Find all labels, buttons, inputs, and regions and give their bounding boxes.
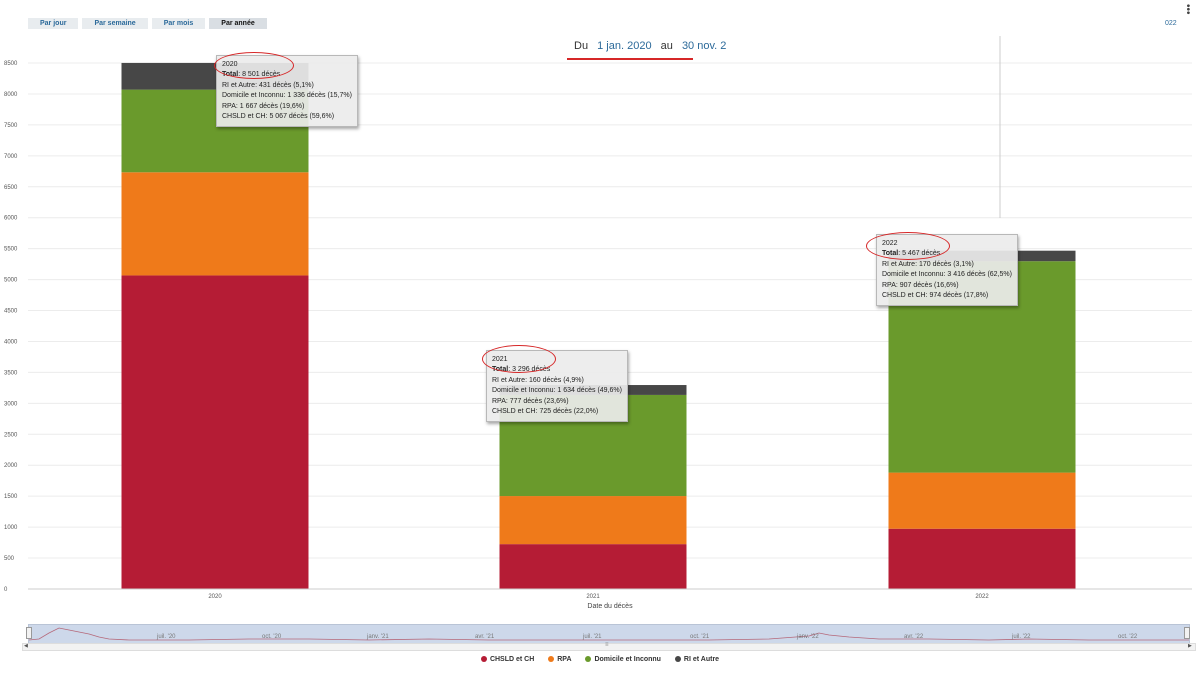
y-tick-label: 5500: [4, 247, 18, 253]
tooltip-line: Domicile et Inconnu: 1 336 décès (15,7%): [222, 92, 352, 100]
legend-dot-icon: [585, 656, 592, 663]
y-tick-label: 3500: [4, 370, 18, 376]
navigator-label: janv. '21: [367, 634, 389, 640]
bar-segment[interactable]: [888, 472, 1076, 529]
tooltip-line: RI et Autre: 431 décès (5,1%): [222, 81, 314, 89]
legend-label: RI et Autre: [683, 656, 720, 663]
navigator-series: [29, 627, 1189, 641]
red-underline-annotation: [567, 58, 693, 60]
navigator-left-handle[interactable]: [26, 627, 32, 639]
navigator-label: oct. '20: [262, 634, 282, 640]
legend-item-domicile[interactable]: Domicile et Inconnu: [585, 656, 661, 663]
period-tabs: Par jour Par semaine Par mois Par année: [28, 18, 267, 29]
y-tick-label: 7500: [4, 123, 18, 129]
tooltip-line: CHSLD et CH: 725 décès (22,0%): [492, 408, 599, 416]
y-tick-label: 3000: [4, 401, 18, 407]
x-axis-title: Date du décès: [587, 603, 633, 610]
legend-item-chsld[interactable]: CHSLD et CH: [480, 656, 535, 663]
navigator-label: juil. '21: [583, 634, 602, 640]
navigator-label: avr. '22: [904, 634, 924, 640]
legend-label: RPA: [557, 656, 572, 663]
y-tick-label: 8000: [4, 92, 18, 98]
tooltip-line: Domicile et Inconnu: 3 416 décès (62,5%): [882, 271, 1012, 279]
tab-par-annee[interactable]: Par année: [209, 18, 267, 29]
red-circle-annotation: [866, 232, 950, 260]
legend: CHSLD et CH RPA Domicile et Inconnu RI e…: [0, 656, 1200, 663]
legend-label: CHSLD et CH: [489, 656, 535, 663]
bar-segment[interactable]: [499, 544, 687, 589]
y-tick-label: 500: [4, 556, 15, 562]
navigator-label: janv. '22: [797, 634, 819, 640]
tab-par-jour[interactable]: Par jour: [28, 18, 79, 29]
y-tick-label: 2000: [4, 463, 18, 469]
navigator-label: juil. '22: [1012, 634, 1031, 640]
y-tick-label: 5000: [4, 278, 18, 284]
navigator-scrollbar[interactable]: ≡: [22, 642, 1196, 651]
red-circle-annotation: [214, 52, 294, 79]
y-axis-ticks: 0 500 1000 1500 2000 2500 3000 3500 4000 4500 5000…: [4, 61, 18, 593]
y-tick-label: 2500: [4, 432, 18, 438]
x-axis-ticks: 2020 2021 2022: [208, 594, 989, 600]
tooltip-2021: 2021 Total: 3 296 décès RI et Autre: 160…: [486, 350, 628, 423]
bar-segment[interactable]: [888, 528, 1076, 589]
navigator-label: avr. '21: [475, 634, 495, 640]
tooltip-line: CHSLD et CH: 5 067 décès (59,6%): [222, 113, 335, 121]
y-tick-label: 1500: [4, 494, 18, 500]
bars: [28, 62, 1192, 590]
tooltip-line: RPA: 907 décès (16,6%): [882, 281, 959, 289]
legend-label: Domicile et Inconnu: [594, 656, 661, 663]
y-tick-label: 0: [4, 587, 8, 593]
y-tick-label: 8500: [4, 61, 18, 67]
navigator-label: juil. '20: [157, 634, 176, 640]
y-tick-label: 6000: [4, 216, 18, 222]
bar-segment[interactable]: [499, 496, 687, 545]
legend-item-ri[interactable]: RI et Autre: [674, 656, 720, 663]
tab-par-semaine[interactable]: Par semaine: [82, 18, 148, 29]
x-tick-label: 2020: [208, 594, 222, 600]
scrollbar-grip-icon: ≡: [605, 642, 609, 648]
scroll-right-arrow-icon[interactable]: ▶: [1188, 643, 1192, 649]
more-options-icon[interactable]: •••: [1182, 4, 1193, 15]
y-tick-label: 4000: [4, 339, 18, 345]
navigator-label: oct. '21: [690, 634, 710, 640]
date-end-input[interactable]: 30 nov. 2: [681, 40, 727, 52]
y-tick-label: 4500: [4, 309, 18, 315]
stacked-bar-chart: 0 500 1000 1500 2000 2500 3000 3500 4000 4500 5000…: [4, 36, 1192, 610]
tooltip-line: CHSLD et CH: 974 décès (17,8%): [882, 292, 989, 300]
legend-dot-icon: [674, 656, 681, 663]
date-range: Du 1 jan. 2020 au 30 nov. 2: [574, 40, 726, 52]
legend-item-rpa[interactable]: RPA: [548, 656, 572, 663]
tooltip-line: RPA: 777 décès (23,6%): [492, 397, 569, 405]
year-range-input[interactable]: 022: [1165, 20, 1177, 27]
navigator-label: oct. '22: [1118, 634, 1138, 640]
bar-segment[interactable]: [121, 172, 309, 276]
x-tick-label: 2022: [975, 594, 989, 600]
y-tick-label: 1000: [4, 525, 18, 531]
legend-dot-icon: [480, 656, 487, 663]
date-from-label: Du: [574, 40, 589, 52]
tab-par-mois[interactable]: Par mois: [151, 18, 206, 29]
tooltip-line: RI et Autre: 170 décès (3,1%): [882, 260, 974, 268]
x-tick-label: 2021: [586, 594, 600, 600]
bar-segment[interactable]: [121, 275, 309, 589]
tooltip-line: RI et Autre: 160 décès (4,9%): [492, 376, 584, 384]
tooltip-line: RPA: 1 667 décès (19,6%): [222, 102, 305, 110]
tooltip-line: Domicile et Inconnu: 1 634 décès (49,6%): [492, 387, 622, 395]
scroll-left-arrow-icon[interactable]: ◀: [24, 643, 28, 649]
y-tick-label: 6500: [4, 185, 18, 191]
date-start-input[interactable]: 1 jan. 2020: [597, 40, 652, 52]
navigator-right-handle[interactable]: [1184, 627, 1190, 639]
red-circle-annotation: [482, 345, 556, 373]
y-tick-label: 7000: [4, 154, 18, 160]
date-to-label: au: [660, 40, 673, 52]
legend-dot-icon: [548, 656, 555, 663]
